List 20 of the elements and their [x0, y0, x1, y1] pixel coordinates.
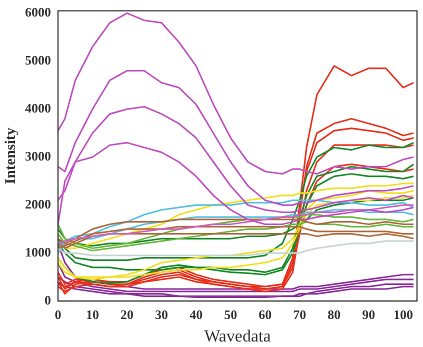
x-tick-label: 90	[362, 307, 376, 322]
y-tick-label: 0	[44, 292, 51, 308]
x-tick-label: 40	[190, 307, 203, 322]
x-axis-title: Wavedata	[204, 326, 272, 346]
y-axis-title: Intensity	[2, 127, 19, 184]
x-tick-label: 20	[120, 307, 134, 322]
x-tick-label: 60	[258, 307, 272, 322]
x-tick-label: 100	[393, 307, 413, 322]
y-tick-label: 6000	[25, 4, 51, 20]
y-tick-label: 5000	[25, 52, 51, 68]
y-tick-label: 1000	[25, 244, 51, 260]
x-tick-label: 0	[54, 307, 62, 322]
x-tick-label: 50	[224, 307, 238, 322]
y-tick-label: 3000	[25, 148, 51, 164]
x-tick-label: 30	[155, 307, 168, 322]
x-tick-label: 70	[293, 307, 306, 322]
y-tick-label: 2000	[25, 196, 51, 212]
x-tick-label: 10	[86, 307, 100, 322]
y-tick-label: 4000	[25, 100, 51, 116]
x-tick-label: 80	[328, 307, 341, 322]
